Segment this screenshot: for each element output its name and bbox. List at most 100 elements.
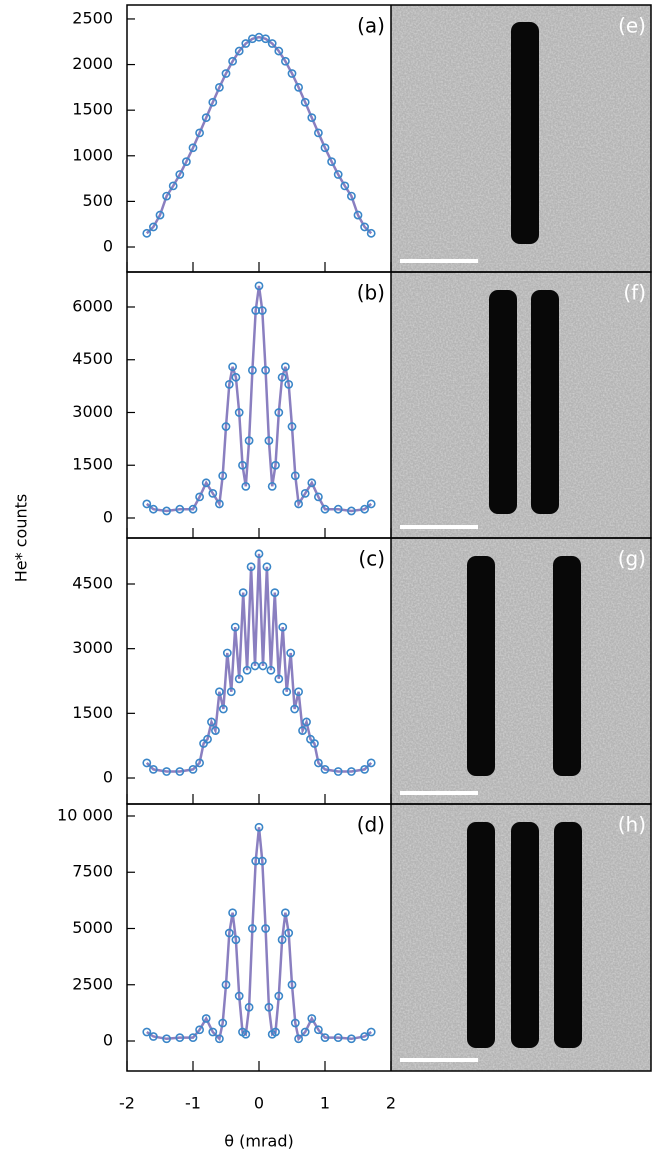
data-point (313, 492, 323, 502)
data-point (366, 499, 376, 509)
data-point (307, 1014, 317, 1023)
data-point (320, 764, 330, 774)
data-point (142, 1027, 152, 1037)
y-tick-label: 5000 (72, 918, 113, 937)
data-point (224, 928, 234, 938)
data-point (333, 1033, 343, 1043)
fit-line (146, 285, 372, 513)
data-point (282, 687, 292, 697)
slit (554, 822, 582, 1048)
data-point (327, 157, 336, 167)
fit-line (145, 35, 373, 235)
data-point (241, 1029, 251, 1039)
data-point (284, 928, 294, 938)
data-point (234, 991, 244, 1001)
slit (553, 556, 581, 776)
data-point (320, 1033, 330, 1043)
data-point (162, 191, 171, 201)
y-axis-label: He* counts (12, 494, 31, 582)
y-tick-label: 4500 (72, 574, 113, 593)
data-point (290, 471, 300, 481)
data-point (298, 726, 307, 735)
image-label: (h) (618, 813, 646, 837)
y-tick-label: 2000 (72, 54, 113, 73)
data-point (247, 924, 257, 933)
data-point (162, 506, 171, 516)
data-point (188, 143, 198, 153)
data-point (214, 499, 224, 509)
data-point (142, 499, 152, 509)
data-point (353, 210, 363, 220)
data-point (264, 436, 274, 446)
data-point (274, 408, 284, 417)
y-tick-label: 0 (103, 237, 113, 256)
data-point (261, 924, 270, 933)
data-point (267, 39, 277, 48)
data-point (274, 674, 284, 684)
data-point (195, 1025, 204, 1035)
data-point (244, 436, 254, 446)
y-tick-label: 1500 (72, 100, 113, 119)
y-tick-label: 3000 (72, 638, 113, 657)
fit-line (146, 827, 372, 1042)
data-point (366, 1027, 376, 1037)
data-point (148, 1032, 158, 1041)
data-point (234, 408, 244, 417)
y-tick-label: 1000 (72, 145, 113, 164)
data-point (142, 758, 152, 768)
data-point (208, 1027, 218, 1037)
data-point (214, 82, 224, 92)
y-tick-label: 10 000 (57, 805, 113, 824)
y-tick-label: 3000 (72, 402, 113, 421)
data-point (218, 1018, 228, 1028)
y-tick-label: 6000 (72, 296, 113, 315)
data-point (360, 764, 369, 774)
data-point (222, 648, 232, 658)
data-point (234, 46, 244, 56)
data-point (175, 767, 185, 776)
data-point (241, 481, 251, 491)
y-tick-label: 2500 (72, 974, 113, 993)
data-point (340, 181, 350, 191)
data-point (310, 739, 319, 748)
data-point (231, 372, 241, 382)
data-point (155, 210, 165, 220)
data-point (300, 488, 310, 498)
data-point (313, 1025, 323, 1035)
scale-bar (400, 1058, 478, 1062)
data-point (280, 908, 290, 918)
data-point (195, 492, 204, 502)
data-point (307, 478, 317, 488)
data-point (360, 222, 369, 232)
panel-label: (b) (357, 281, 385, 305)
data-point (290, 704, 300, 714)
data-point (221, 422, 231, 431)
data-point (201, 478, 211, 488)
image-label: (e) (618, 14, 646, 38)
data-point (234, 674, 244, 684)
scale-bar (400, 525, 478, 529)
data-point (307, 113, 317, 123)
data-point (366, 758, 376, 768)
x-tick-label: 0 (254, 1094, 264, 1113)
data-point (346, 1034, 356, 1044)
data-point (270, 588, 280, 598)
data-point (238, 460, 247, 470)
data-point (221, 69, 231, 78)
y-tick-label: 0 (103, 768, 113, 787)
scale-bar (400, 259, 478, 263)
data-point (224, 379, 234, 389)
data-point (247, 365, 257, 375)
data-point (278, 622, 288, 632)
data-point (287, 69, 297, 78)
data-point (208, 488, 218, 498)
data-point (346, 767, 356, 776)
data-point (300, 1027, 310, 1037)
panel-frame (126, 803, 652, 1072)
data-point (228, 908, 237, 918)
data-point (257, 306, 267, 315)
data-point (286, 648, 296, 658)
y-tick-label: 4500 (72, 349, 113, 368)
data-point (201, 113, 211, 123)
